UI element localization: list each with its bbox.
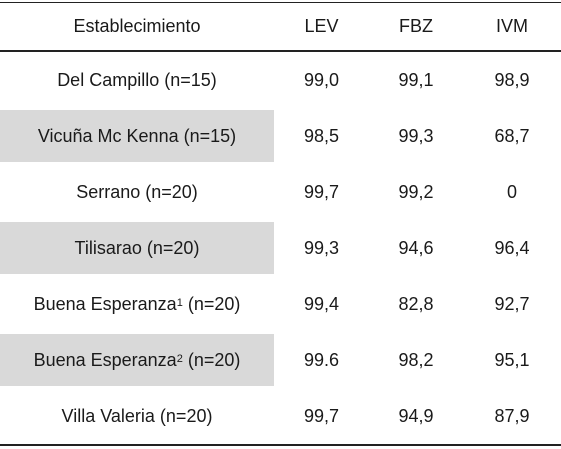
establishment-sample-size: (n=15) bbox=[164, 69, 217, 90]
cell-establishment: Serrano (n=20) bbox=[0, 164, 274, 220]
table-header-row: Establecimiento LEV FBZ IVM bbox=[0, 3, 561, 50]
establishment-name: Buena Esperanza bbox=[33, 293, 177, 314]
cell-establishment: Buena Esperanza 2 (n=20) bbox=[33, 349, 241, 370]
table-row: Tilisarao (n=20) 99,3 94,6 96,4 bbox=[0, 220, 561, 276]
establishment-name: Villa Valeria bbox=[61, 405, 155, 426]
establishment-name: Serrano bbox=[76, 181, 141, 202]
cell-ivm: 68,7 bbox=[494, 125, 530, 146]
header-lev: LEV bbox=[304, 16, 339, 36]
cell-lev: 99.6 bbox=[303, 349, 340, 370]
cell-ivm: 96,4 bbox=[494, 237, 530, 258]
cell-lev: 99,3 bbox=[303, 237, 340, 258]
cell-fbz: 82,8 bbox=[398, 293, 434, 314]
establishment-sample-size: (n=15) bbox=[183, 125, 237, 146]
cell-fbz: 94,6 bbox=[398, 237, 434, 258]
cell-ivm: 87,9 bbox=[494, 405, 530, 426]
cell-establishment: Buena Esperanza 1 (n=20) bbox=[33, 293, 241, 314]
cell-fbz: 94,9 bbox=[398, 405, 434, 426]
cell-fbz: 98,2 bbox=[398, 349, 434, 370]
table-row: Del Campillo (n=15) 99,0 99,1 98,9 bbox=[0, 52, 561, 108]
table-bottom-rule bbox=[0, 444, 561, 446]
cell-fbz: 99,3 bbox=[398, 125, 434, 146]
cell-ivm: 0 bbox=[506, 181, 517, 202]
cell-establishment: Tilisarao (n=20) bbox=[0, 220, 274, 276]
cell-ivm: 92,7 bbox=[494, 293, 530, 314]
row-shade bbox=[0, 222, 274, 274]
table-row: Buena Esperanza 1 (n=20) 99,4 82,8 92,7 bbox=[0, 276, 561, 332]
establishment-sample-size: (n=20) bbox=[145, 181, 198, 202]
cell-ivm: 95,1 bbox=[494, 349, 530, 370]
cell-lev: 99,4 bbox=[303, 293, 340, 314]
establishment-sample-size: (n=20) bbox=[187, 293, 241, 314]
cell-establishment: Villa Valeria (n=20) bbox=[0, 388, 274, 444]
cell-lev: 98,5 bbox=[303, 125, 340, 146]
cell-ivm: 98,9 bbox=[494, 69, 530, 90]
cell-lev: 99,7 bbox=[303, 405, 340, 426]
cell-establishment: Vicuña Mc Kenna (n=15) bbox=[0, 108, 274, 164]
row-shade bbox=[0, 334, 274, 386]
table-row: Serrano (n=20) 99,7 99,2 0 bbox=[0, 164, 561, 220]
header-ivm: IVM bbox=[495, 16, 528, 36]
cell-fbz: 99,2 bbox=[398, 181, 434, 202]
cell-fbz: 99,1 bbox=[398, 69, 434, 90]
table-header-rule bbox=[0, 50, 561, 52]
cell-lev: 99,0 bbox=[303, 69, 340, 90]
table-row: Buena Esperanza 2 (n=20) 99.6 98,2 95,1 bbox=[0, 332, 561, 388]
cell-lev: 99,7 bbox=[303, 181, 340, 202]
header-fbz: FBZ bbox=[399, 16, 433, 36]
establishment-name: Buena Esperanza bbox=[33, 349, 177, 370]
table-row: Villa Valeria (n=20) 99,7 94,9 87,9 bbox=[0, 388, 561, 444]
cell-establishment: Del Campillo (n=15) bbox=[0, 52, 274, 108]
establishment-name: Del Campillo bbox=[57, 69, 160, 90]
header-establishment: Establecimiento bbox=[73, 16, 201, 36]
establishment-sample-size: (n=20) bbox=[159, 405, 213, 426]
row-shade bbox=[0, 110, 274, 162]
establishment-name: Tilisarao bbox=[74, 237, 142, 258]
establishment-name: Vicuña Mc Kenna bbox=[37, 125, 179, 146]
table-row: Vicuña Mc Kenna (n=15) 98,5 99,3 68,7 bbox=[0, 108, 561, 164]
establishment-sample-size: (n=20) bbox=[146, 237, 200, 258]
establishment-sample-size: (n=20) bbox=[187, 349, 241, 370]
table-top-rule bbox=[0, 2, 561, 3]
